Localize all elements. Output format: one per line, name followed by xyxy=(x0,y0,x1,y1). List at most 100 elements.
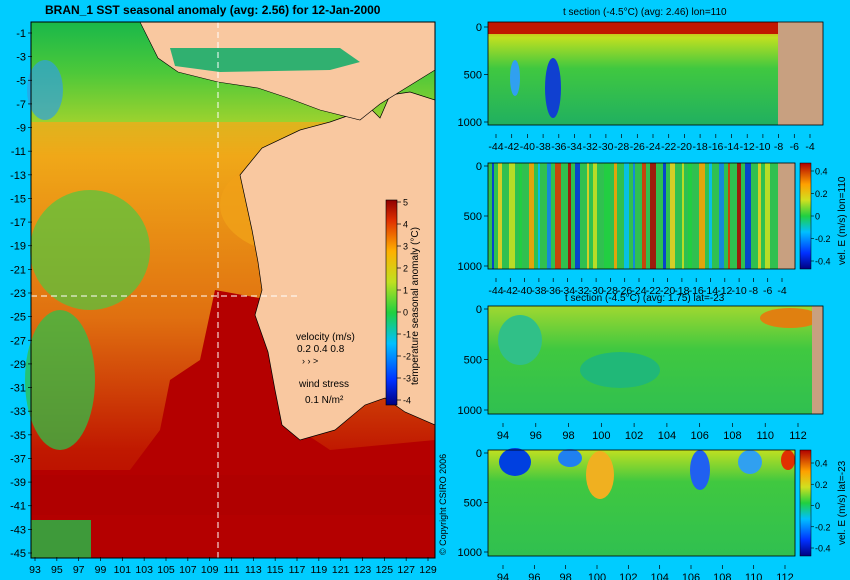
panel2-velocity-stripe xyxy=(509,163,515,269)
panel2-velocity-stripe xyxy=(593,163,597,269)
panel3-x-tick-label: 106 xyxy=(690,430,708,442)
panel2-x-tick-label: -8 xyxy=(749,285,758,297)
map-x-tick-label: 129 xyxy=(419,564,437,576)
panel2-velocity-stripe xyxy=(547,163,551,269)
map-x-tick-label: 119 xyxy=(310,564,327,576)
panel4-colorbar-tick-label: 0.2 xyxy=(815,480,828,490)
panel4-y-axis: 0 500 1000 xyxy=(458,448,488,559)
panel2-x-tick-label: -38 xyxy=(531,285,546,297)
temp-colorbar-ticks: 5 4 3 2 1 0 -1 -2 -3 -4 xyxy=(397,198,411,406)
panel3-x-tick-label: 98 xyxy=(562,430,574,442)
panel2-velocity-stripe xyxy=(719,163,724,269)
panel4-x-tick-label: 98 xyxy=(560,572,572,580)
map-x-tick-label: 97 xyxy=(73,564,85,576)
panel3-y-tick-label: 0 xyxy=(476,304,482,316)
panel3-x-tick-label: 96 xyxy=(530,430,542,442)
panel2-velocity-stripe xyxy=(575,163,580,269)
panel3-x-tick-label: 108 xyxy=(723,430,741,442)
panel2-velocity-stripe xyxy=(745,163,751,269)
map-x-tick-label: 115 xyxy=(267,564,284,576)
panel1-x-tick-label: -22 xyxy=(661,141,676,153)
panel1-x-tick-label: -10 xyxy=(755,141,770,153)
panel2-y-tick-label: 1000 xyxy=(458,261,482,273)
panel1-x-axis: -44 -42 -40 -38 -36 -34 -32 -30 -28 -26 -24 -22 -20-… xyxy=(488,134,815,153)
panel2-x-tick-label: -36 xyxy=(546,285,561,297)
wind-legend-value: 0.1 N/m² xyxy=(305,395,344,406)
panel3-warm-patch xyxy=(760,308,820,328)
panel2-velocity-stripe xyxy=(519,163,522,269)
panel2-velocity-stripe xyxy=(642,163,646,269)
panel-velocity-section-lon110: 0.4 0.2 0 -0.2 -0.4 vel. E (m/s) lon=110 0 50… xyxy=(458,161,848,297)
panel1-x-tick-label: -42 xyxy=(504,141,519,153)
panel4-y-tick-label: 1000 xyxy=(458,547,482,559)
panel4-x-tick-label: 100 xyxy=(588,572,606,580)
panel3-x-tick-label: 100 xyxy=(592,430,610,442)
panel2-x-tick-label: -24 xyxy=(631,285,646,297)
panel2-x-tick-label: -22 xyxy=(646,285,661,297)
panel1-x-tick-label: -26 xyxy=(630,141,645,153)
panel2-y-axis: 0 500 1000 xyxy=(458,161,488,273)
temp-colorbar-tick-label: -1 xyxy=(403,330,411,340)
panel2-x-tick-label: -40 xyxy=(517,285,532,297)
panel1-x-tick-label: -16 xyxy=(708,141,723,153)
panel2-x-axis: -44 -42 -40 -38 -36 -34 -32 -30 -28 -26 -24 -22 -20-… xyxy=(488,278,787,297)
panel2-x-tick-label: -34 xyxy=(560,285,575,297)
map-x-tick-label: 99 xyxy=(95,564,107,576)
panel2-velocity-stripe xyxy=(709,163,712,269)
velocity-legend-title: velocity (m/s) xyxy=(296,332,355,343)
panel2-velocity-stripe xyxy=(758,163,761,269)
panel2-velocity-stripe xyxy=(492,163,494,269)
temp-colorbar-label: temperature seasonal anomaly (°C) xyxy=(410,227,421,385)
panel3-x-tick-label: 104 xyxy=(658,430,676,442)
temp-colorbar-tick-label: 5 xyxy=(403,198,408,208)
temp-colorbar-tick-label: 3 xyxy=(403,242,408,252)
cool-anomaly-blob xyxy=(30,190,150,310)
panel4-x-tick-label: 96 xyxy=(528,572,540,580)
panel3-y-axis: 0 500 1000 xyxy=(458,304,488,417)
panel1-x-tick-label: -34 xyxy=(567,141,582,153)
temp-colorbar-tick-label: -4 xyxy=(403,396,411,406)
panel1-plot xyxy=(488,22,823,125)
map-y-tick-label: -7 xyxy=(16,99,26,111)
panel2-velocity-stripe xyxy=(737,163,741,269)
panel1-x-tick-label: -18 xyxy=(693,141,708,153)
panel2-x-tick-label: -10 xyxy=(732,285,747,297)
panel4-eastward-core xyxy=(781,450,795,470)
panel2-x-tick-label: -42 xyxy=(503,285,518,297)
sea-java-strip xyxy=(170,48,360,72)
panel2-velocity-stripes xyxy=(492,163,770,269)
panel4-x-axis: 94 96 98 100 102 104 106 108 110 112 xyxy=(497,565,794,580)
panel1-land-mask xyxy=(778,22,823,125)
temp-colorbar-tick-label: -3 xyxy=(403,374,411,384)
map-y-tick-label: -19 xyxy=(10,241,26,253)
panel3-x-tick-label: 94 xyxy=(497,430,509,442)
panel1-y-axis: 0 500 1000 xyxy=(458,22,488,129)
map-y-tick-label: -23 xyxy=(10,288,26,300)
map-x-tick-label: 125 xyxy=(376,564,394,576)
panel2-colorbar-ticks: 0.4 0.2 0 -0.2 -0.4 xyxy=(811,167,831,267)
panel1-x-tick-label: -8 xyxy=(774,141,783,153)
panel-velocity-section-lat-23: 0.4 0.2 0 -0.2 -0.4 vel. E (m/s) lat=-23 0 50… xyxy=(458,448,848,580)
cool-anomaly-blob xyxy=(27,60,63,120)
map-x-tick-label: 123 xyxy=(354,564,372,576)
panel1-x-tick-label: -14 xyxy=(724,141,739,153)
map-x-tick-label: 101 xyxy=(114,564,132,576)
map-y-tick-label: -35 xyxy=(10,430,26,442)
map-x-tick-label: 117 xyxy=(289,564,306,576)
wind-legend-title: wind stress xyxy=(298,379,349,390)
panel1-y-tick-label: 0 xyxy=(476,22,482,34)
temp-colorbar-tick-label: 2 xyxy=(403,264,408,274)
panel1-x-tick-label: -28 xyxy=(614,141,629,153)
panel4-colorbar-tick-label: -0.4 xyxy=(815,544,831,554)
panel2-x-tick-label: -44 xyxy=(488,285,503,297)
map-y-tick-label: -1 xyxy=(16,28,26,40)
panel2-velocity-stripe xyxy=(604,163,610,269)
panel2-x-tick-label: -12 xyxy=(717,285,732,297)
panel4-x-tick-label: 104 xyxy=(650,572,668,580)
panel1-x-tick-label: -4 xyxy=(805,141,814,153)
panel4-colorbar-tick-label: -0.2 xyxy=(815,522,831,532)
panel2-x-tick-label: -30 xyxy=(589,285,604,297)
panel-temp-section-lon110: t section (-4.5°C) (avg: 2.46) lon=110 0… xyxy=(458,7,824,153)
map-x-tick-label: 103 xyxy=(135,564,153,576)
